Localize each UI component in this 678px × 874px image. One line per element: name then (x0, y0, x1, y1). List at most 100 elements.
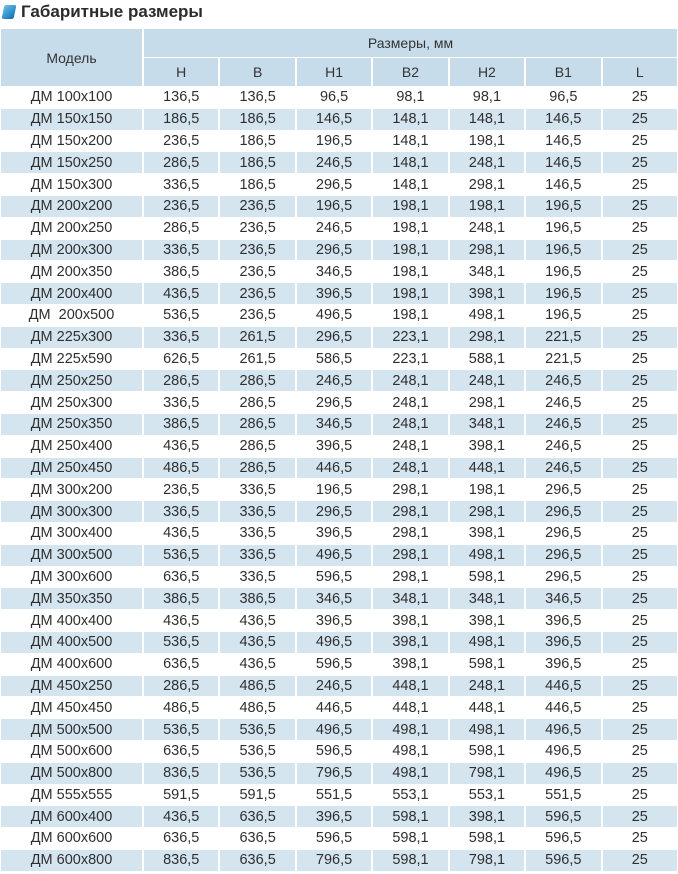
cell-model: ДМ 600х800 (1, 849, 142, 871)
cell-b: 436,5 (220, 631, 295, 653)
cell-b2: 198,1 (373, 283, 448, 304)
section-title-text: Габаритные размеры (21, 2, 203, 21)
cell-h: 636,5 (163, 830, 200, 847)
cell-b1: 296,5 (526, 544, 601, 566)
cell-h2: 298,1 (468, 176, 506, 193)
cell-b: 286,5 (239, 394, 276, 411)
table-body: ДМ 100х100 136,5 136,5 96,5 98,1 98,1 96,5 25 ДМ… (1, 87, 677, 871)
cell-l: 25 (631, 438, 648, 455)
cell-h1: 496,5 (296, 631, 372, 653)
cell-b2: 498,1 (373, 719, 448, 740)
table-row: ДМ 200х400 436,5 236,5 396,5 198,1 398,1 196,5… (1, 283, 677, 304)
cell-h1: 496,5 (315, 307, 353, 324)
table-row: ДМ 150х150 186,5 186,5 146,5 148,1 148,1 146,5… (1, 108, 677, 130)
cell-h: 336,5 (144, 326, 219, 348)
cell-h2: 553,1 (468, 786, 506, 803)
cell-h: 486,5 (163, 699, 200, 716)
cell-b: 236,5 (220, 239, 295, 261)
cell-l: 25 (631, 307, 648, 324)
cell-b2: 198,1 (392, 307, 429, 324)
cell-model: ДМ 250х450 (1, 457, 142, 479)
cell-h: 536,5 (163, 307, 200, 324)
cell-h2: 398,1 (449, 283, 525, 304)
cell-b: 286,5 (220, 457, 295, 479)
cell-h2: 198,1 (449, 195, 525, 217)
cell-l: 25 (602, 239, 677, 261)
cell-model: ДМ 200х300 (1, 239, 142, 261)
cell-h2: 448,1 (468, 699, 506, 716)
table-row: ДМ 250х350 386,5 286,5 346,5 248,1 348,1 246,5… (1, 413, 677, 435)
cell-b: 186,5 (220, 108, 295, 130)
cell-h1: 246,5 (296, 370, 372, 392)
cell-model: ДМ 200х250 (30, 220, 113, 237)
cell-l: 25 (631, 786, 648, 803)
cell-h: 336,5 (163, 394, 200, 411)
dimensions-table: Модель Размеры, мм H B H1 B2 H2 B1 L ДМ 100х10… (0, 28, 678, 872)
cell-l: 25 (602, 457, 677, 479)
cell-model: ДМ 250х400 (30, 438, 113, 455)
cell-b1: 221,5 (526, 326, 601, 348)
cell-h: 336,5 (144, 501, 219, 522)
cell-b: 336,5 (220, 544, 295, 566)
cell-h1: 296,5 (296, 239, 372, 261)
table-row: ДМ 450х450 486,5 486,5 446,5 448,1 448,1 446,5… (1, 697, 677, 718)
cell-model: ДМ 225х300 (1, 326, 142, 348)
table-row: ДМ 200х350 386,5 236,5 346,5 198,1 348,1 196,5… (1, 261, 677, 282)
cell-b2: 298,1 (392, 568, 429, 585)
table-row: ДМ 150х200 236,5 186,5 196,5 148,1 198,1 146,5… (1, 131, 677, 152)
cell-b1: 596,5 (526, 849, 601, 871)
table-row: ДМ 250х300 336,5 286,5 296,5 248,1 298,1 246,5… (1, 392, 677, 413)
table-row: ДМ 300х600 636,5 336,5 596,5 298,1 598,1 296,5… (1, 567, 677, 588)
cell-h2: 498,1 (449, 544, 525, 566)
cell-b2: 148,1 (373, 152, 448, 174)
cell-b2: 598,1 (392, 830, 429, 847)
cell-h1: 446,5 (296, 457, 372, 479)
cell-model: ДМ 400х500 (1, 631, 142, 653)
cell-l: 25 (631, 132, 648, 149)
cell-l: 25 (602, 326, 677, 348)
table-row: ДМ 400х600 636,5 436,5 596,5 398,1 598,1 396,5… (1, 654, 677, 675)
cell-b2: 223,1 (392, 350, 429, 367)
cell-b2: 248,1 (373, 370, 448, 392)
cell-h1: 246,5 (315, 220, 353, 237)
cell-h2: 398,1 (468, 612, 506, 629)
table-row: ДМ 200х500 536,5 236,5 496,5 198,1 498,1 196,5… (1, 305, 677, 326)
cell-b2: 498,1 (373, 762, 448, 784)
cell-b1: 196,5 (526, 195, 601, 217)
cell-b1: 296,5 (545, 525, 582, 542)
cell-model: ДМ 250х300 (30, 394, 113, 411)
cell-h: 286,5 (144, 370, 219, 392)
column-header-h2: H2 (449, 58, 525, 86)
column-header-h1: H1 (296, 58, 372, 86)
cell-b2: 148,1 (392, 132, 429, 149)
cell-model: ДМ 500х800 (1, 762, 142, 784)
cell-b1: 596,5 (526, 806, 601, 828)
cell-h2: 498,1 (449, 719, 525, 740)
table-row: ДМ 500х600 636,5 536,5 596,5 498,1 598,1 496,5… (1, 741, 677, 762)
cell-h: 836,5 (144, 762, 219, 784)
cell-h1: 551,5 (315, 786, 353, 803)
cell-l: 25 (602, 675, 677, 697)
cell-h: 836,5 (144, 849, 219, 871)
cell-h: 436,5 (163, 438, 200, 455)
cell-b: 236,5 (239, 220, 276, 237)
section-title: Габаритные размеры (0, 0, 203, 24)
cell-b1: 296,5 (545, 481, 582, 498)
table-row: ДМ 300х200 236,5 336,5 196,5 298,1 198,1 296,5… (1, 479, 677, 500)
cell-b2: 448,1 (392, 699, 429, 716)
cell-b2: 198,1 (373, 239, 448, 261)
header-dimensions-group: Размеры, мм (144, 29, 677, 57)
cell-h1: 296,5 (296, 326, 372, 348)
cell-h2: 298,1 (449, 239, 525, 261)
cell-b2: 553,1 (392, 786, 429, 803)
cell-h2: 598,1 (468, 656, 506, 673)
cell-model: ДМ 400х400 (30, 612, 113, 629)
cell-h: 286,5 (144, 675, 219, 697)
cell-l: 25 (631, 481, 648, 498)
bullet-icon (1, 5, 17, 19)
cell-b: 486,5 (239, 699, 276, 716)
cell-b1: 496,5 (526, 762, 601, 784)
cell-l: 25 (602, 719, 677, 740)
cell-h2: 298,1 (449, 501, 525, 522)
cell-h1: 496,5 (296, 544, 372, 566)
